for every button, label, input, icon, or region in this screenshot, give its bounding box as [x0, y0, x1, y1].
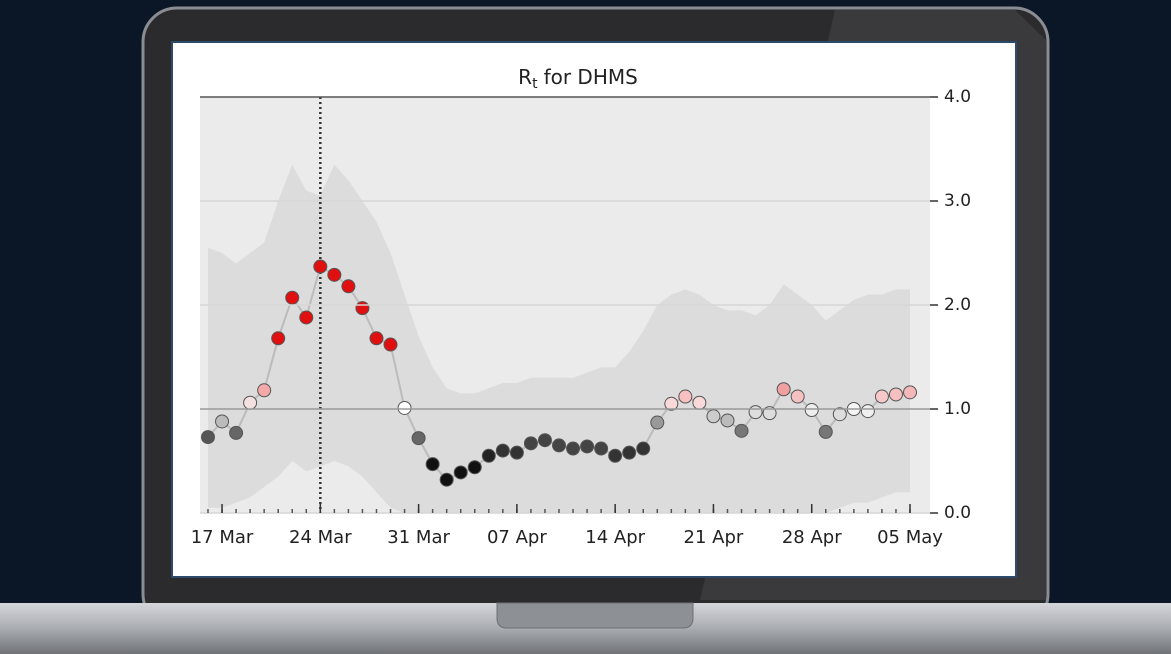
- rt-point: [523, 436, 538, 451]
- rt-point: [580, 439, 595, 454]
- title-subscript: t: [532, 76, 538, 92]
- rt-point: [804, 403, 819, 418]
- rt-point: [439, 472, 454, 487]
- rt-point: [355, 301, 370, 316]
- laptop-notch: [496, 602, 694, 629]
- rt-point: [201, 430, 215, 445]
- rt-point: [706, 409, 721, 424]
- rt-point: [495, 443, 510, 458]
- plot-area: [201, 97, 917, 513]
- rt-point: [832, 407, 847, 422]
- rt-point: [734, 423, 749, 438]
- y-tick-label: 4.0: [944, 87, 971, 107]
- rt-point: [397, 400, 412, 415]
- rt-point: [537, 433, 552, 448]
- rt-point: [608, 448, 623, 463]
- y-tick-label: 0.0: [944, 503, 971, 523]
- rt-point: [327, 267, 342, 282]
- x-tick-label: 17 Mar: [191, 527, 254, 548]
- rt-point: [467, 460, 482, 475]
- rt-point: [425, 457, 440, 472]
- rt-point: [229, 425, 244, 440]
- rt-point: [818, 424, 833, 439]
- rt-point: [790, 389, 805, 404]
- rt-point: [776, 382, 791, 397]
- x-tick-label: 21 Apr: [684, 527, 744, 548]
- x-tick-label: 07 Apr: [487, 527, 547, 548]
- rt-point: [888, 387, 903, 402]
- rt-point: [692, 395, 707, 410]
- rt-point: [481, 448, 496, 463]
- rt-point: [678, 389, 693, 404]
- x-tick-label: 31 Mar: [387, 527, 450, 548]
- rt-point: [341, 279, 356, 294]
- x-tick-label: 28 Apr: [782, 527, 842, 548]
- y-tick-label: 3.0: [944, 191, 971, 211]
- rt-point: [748, 405, 763, 420]
- title-symbol: R: [518, 65, 532, 89]
- rt-point: [720, 413, 735, 428]
- rt-point: [257, 383, 272, 398]
- rt-point: [762, 406, 777, 421]
- rt-point: [566, 441, 581, 456]
- rt-point: [383, 337, 398, 352]
- rt-point: [594, 441, 609, 456]
- title-text: for DHMS: [544, 65, 638, 89]
- rt-point: [650, 415, 665, 430]
- x-tick-label: 05 May: [877, 527, 943, 548]
- rt-point: [411, 431, 426, 446]
- rt-point: [622, 445, 637, 460]
- x-tick-label: 14 Apr: [585, 527, 645, 548]
- rt-point: [453, 465, 468, 480]
- rt-point: [509, 445, 524, 460]
- rt-point: [313, 259, 328, 274]
- rt-point: [243, 395, 258, 410]
- x-tick-label: 24 Mar: [289, 527, 352, 548]
- rt-point: [215, 414, 230, 429]
- rt-point: [299, 310, 314, 325]
- rt-point: [285, 290, 300, 305]
- y-tick-label: 1.0: [944, 399, 971, 419]
- rt-point: [664, 396, 679, 411]
- chart-title: Rt for DHMS: [518, 65, 638, 93]
- rt-point: [271, 331, 286, 346]
- rt-point: [369, 331, 384, 346]
- rt-point: [552, 438, 566, 453]
- rt-point: [636, 441, 651, 456]
- y-tick-label: 2.0: [944, 295, 971, 315]
- rt-point: [860, 404, 875, 419]
- rt-point: [874, 389, 889, 404]
- rt-point: [903, 385, 917, 400]
